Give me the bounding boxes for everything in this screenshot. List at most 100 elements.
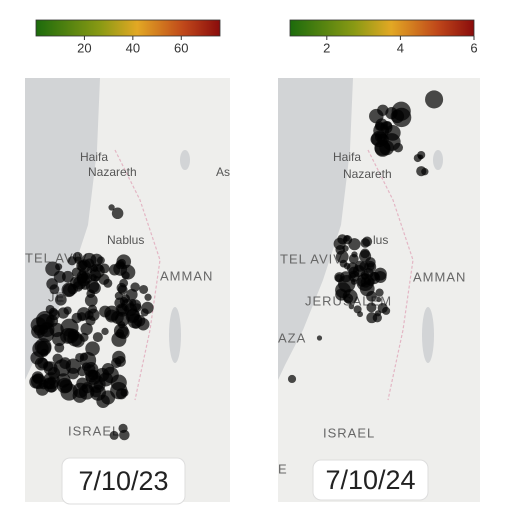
incident-dot xyxy=(88,282,101,295)
incident-dot xyxy=(114,291,123,300)
incident-dot xyxy=(53,270,66,283)
border xyxy=(114,149,161,401)
incident-dot xyxy=(120,264,136,280)
incident-dot xyxy=(101,327,109,336)
incident-dot xyxy=(86,364,96,374)
incident-dot xyxy=(46,278,58,290)
incident-dot xyxy=(108,204,115,211)
incident-dot xyxy=(360,248,370,259)
incident-dot xyxy=(80,322,93,336)
incident-dot xyxy=(89,269,102,282)
incident-dot xyxy=(348,303,355,310)
dead-sea xyxy=(422,307,434,363)
incident-dot xyxy=(54,293,67,306)
incident-dot xyxy=(391,101,411,121)
incident-dot xyxy=(109,430,119,440)
colorbar xyxy=(35,19,221,37)
incident-dot xyxy=(116,326,130,340)
incident-dot xyxy=(67,367,79,380)
incident-dot xyxy=(116,282,127,293)
sea xyxy=(278,78,353,380)
incident-dot xyxy=(374,140,391,157)
incident-dot xyxy=(335,250,349,264)
colorbar-tick-label: 40 xyxy=(126,40,140,55)
incident-dot xyxy=(52,331,67,347)
incident-dot xyxy=(115,303,129,317)
incident-dot xyxy=(110,374,127,391)
place-label: TEL AVIV xyxy=(280,251,343,266)
incident-dot xyxy=(348,253,359,264)
incident-dot xyxy=(57,307,69,319)
incident-dot xyxy=(316,335,323,341)
place-label: ISRAEL xyxy=(68,423,120,438)
incident-dot xyxy=(55,263,63,271)
date-label: 7/10/24 xyxy=(325,465,415,495)
date-box xyxy=(61,457,186,505)
incident-dot xyxy=(360,277,371,288)
place-label: lus xyxy=(373,233,388,247)
place-label: AMMAN xyxy=(413,269,466,284)
incident-dot xyxy=(342,289,358,305)
incident-dot xyxy=(369,108,384,124)
incident-dot xyxy=(31,373,47,390)
incident-dot xyxy=(96,256,105,265)
incident-dot xyxy=(425,90,444,109)
place-label: Nazareth xyxy=(88,165,137,179)
incident-dot xyxy=(100,390,116,405)
colorbar xyxy=(289,19,475,37)
incident-dot xyxy=(101,363,115,376)
incident-dot xyxy=(76,270,89,283)
incident-dot xyxy=(393,142,403,153)
place-label: ISRAEL xyxy=(323,425,375,440)
colorbar-tick-label: 20 xyxy=(77,40,91,55)
incident-dot xyxy=(130,282,140,292)
colorbar-tick-label: 60 xyxy=(174,40,188,55)
incident-dot xyxy=(72,388,87,403)
incident-dot xyxy=(352,265,365,278)
incident-dot xyxy=(377,302,388,314)
incident-dot xyxy=(56,377,73,394)
incident-dot xyxy=(357,311,364,318)
place-label: Haifa xyxy=(80,150,108,164)
incident-dot xyxy=(77,366,88,377)
incident-dot xyxy=(36,340,52,356)
incident-dot xyxy=(98,274,110,285)
incident-dot xyxy=(111,207,124,220)
incident-dot xyxy=(144,293,152,301)
incident-dot xyxy=(71,333,85,348)
place-label: Nazareth xyxy=(343,167,392,181)
incident-dot xyxy=(129,299,142,311)
incident-dot xyxy=(287,374,297,384)
incident-dot xyxy=(366,302,377,313)
incident-dot xyxy=(80,279,91,290)
place-label: Haifa xyxy=(333,150,361,164)
colorbar-tick-label: 2 xyxy=(323,40,330,55)
sea xyxy=(25,78,100,380)
border xyxy=(367,149,414,401)
incident-dot xyxy=(75,352,85,363)
place-label: AZA xyxy=(278,330,306,345)
incident-dot xyxy=(421,168,429,176)
colorbar-tick-label: 6 xyxy=(470,40,477,55)
incident-dot xyxy=(366,312,378,324)
incident-dot xyxy=(366,291,377,302)
incident-dot xyxy=(338,275,356,293)
incident-dot xyxy=(360,238,371,248)
incident-dot xyxy=(137,318,150,331)
lake xyxy=(433,150,443,170)
colorbar-tick-label: 4 xyxy=(397,40,404,55)
incident-dot xyxy=(34,357,49,371)
dead-sea xyxy=(169,307,181,363)
incident-dot xyxy=(59,357,72,369)
incident-dot xyxy=(92,332,103,343)
incident-dot xyxy=(139,284,149,294)
incident-dot xyxy=(77,307,91,321)
incident-dot xyxy=(141,301,154,314)
incident-dot xyxy=(92,265,99,272)
incident-dot xyxy=(104,305,120,321)
